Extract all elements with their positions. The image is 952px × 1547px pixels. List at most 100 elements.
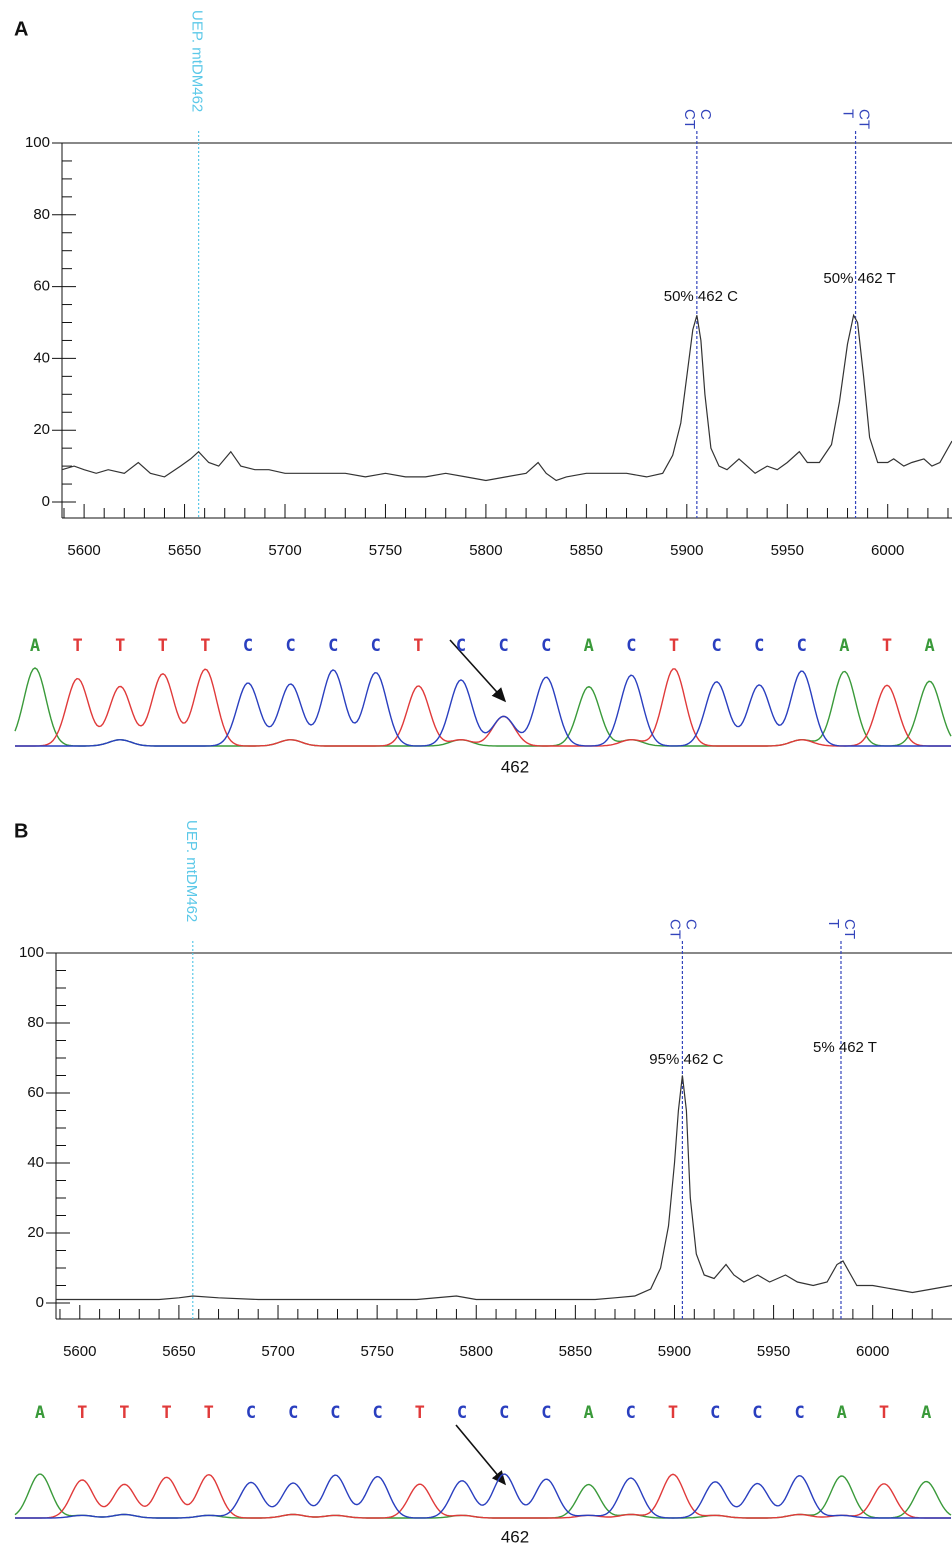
base-letter: A — [30, 636, 40, 656]
y-tick-label: 20 — [27, 1224, 44, 1241]
arrow — [455, 1424, 507, 1486]
base-letter: T — [413, 636, 423, 656]
base-letter: T — [72, 636, 82, 656]
base-letter: C — [456, 636, 466, 656]
base-letter: T — [415, 1403, 425, 1423]
spectrum-line — [61, 313, 952, 482]
base-letter: A — [584, 636, 594, 656]
base-letter: C — [243, 636, 253, 656]
panel-label: B — [14, 820, 28, 842]
trace — [14, 667, 952, 747]
base-letter: C — [754, 636, 764, 656]
panel-label: A — [14, 18, 28, 40]
marker-label: CT — [856, 109, 873, 129]
base-letter: C — [626, 636, 636, 656]
base-letter: C — [457, 1403, 467, 1423]
base-letter: C — [541, 636, 551, 656]
base-letter: T — [882, 636, 892, 656]
base-letter: T — [879, 1403, 889, 1423]
x-tick-label: 5900 — [658, 1343, 691, 1360]
x-tick-label: 5800 — [460, 1343, 493, 1360]
base-letter: T — [204, 1403, 214, 1423]
x-tick-label: 5600 — [67, 542, 100, 559]
x-tick-label: 5600 — [63, 1343, 96, 1360]
base-letter: T — [77, 1403, 87, 1423]
base-letter: C — [794, 1403, 804, 1423]
x-tick-label: 5700 — [261, 1343, 294, 1360]
base-letter: A — [35, 1403, 45, 1423]
y-tick-label: 80 — [27, 1014, 44, 1031]
x-tick-label: 5900 — [670, 542, 703, 559]
base-letter: C — [752, 1403, 762, 1423]
trace — [14, 1473, 952, 1519]
x-tick-label: 5950 — [757, 1343, 790, 1360]
marker-label: UEP. mtDM462 — [183, 820, 200, 922]
y-tick-label: 80 — [33, 206, 50, 223]
x-tick-label: 6000 — [871, 542, 904, 559]
trace — [15, 1473, 951, 1519]
y-tick-label: 60 — [27, 1084, 44, 1101]
base-letter: C — [330, 1403, 340, 1423]
site-label: 462 — [501, 757, 529, 776]
x-tick-label: 5650 — [162, 1343, 195, 1360]
base-letter: C — [710, 1403, 720, 1423]
marker-label: T — [825, 919, 842, 928]
base-letter: T — [115, 636, 125, 656]
base-letter: A — [921, 1403, 931, 1423]
base-letter: T — [668, 1403, 678, 1423]
trace — [15, 669, 951, 747]
site-label: 462 — [501, 1527, 529, 1546]
marker-label: C — [697, 109, 714, 120]
base-letter: T — [158, 636, 168, 656]
annotation: 50% 462 C — [664, 288, 738, 305]
x-tick-label: 5850 — [570, 542, 603, 559]
y-tick-label: 0 — [42, 493, 50, 510]
annotation: 5% 462 T — [813, 1039, 877, 1056]
base-letter: T — [119, 1403, 129, 1423]
x-tick-label: 5700 — [268, 542, 301, 559]
base-letter: T — [161, 1403, 171, 1423]
spectrum-line — [56, 1075, 952, 1301]
y-tick-label: 0 — [36, 1294, 44, 1311]
y-tick-label: 20 — [33, 421, 50, 438]
base-letter: C — [541, 1403, 551, 1423]
y-tick-label: 60 — [33, 278, 50, 295]
annotation: 50% 462 T — [823, 270, 895, 287]
base-letter: A — [583, 1403, 593, 1423]
y-tick-label: 100 — [25, 134, 50, 151]
marker-label: T — [840, 109, 857, 118]
base-letter: C — [626, 1403, 636, 1423]
trace — [15, 1473, 951, 1519]
marker-label: CT — [841, 919, 858, 939]
x-tick-label: 5800 — [469, 542, 502, 559]
base-letter: A — [924, 636, 934, 656]
marker-label: UEP. mtDM462 — [189, 10, 206, 112]
base-letter: T — [200, 636, 210, 656]
x-tick-label: 5650 — [168, 542, 201, 559]
base-letter: C — [285, 636, 295, 656]
marker-label: C — [682, 919, 699, 930]
base-letter: C — [498, 636, 508, 656]
base-letter: C — [797, 636, 807, 656]
x-tick-label: 5750 — [360, 1343, 393, 1360]
base-letter: C — [371, 636, 381, 656]
base-letter: A — [839, 636, 849, 656]
marker-label: CT — [666, 919, 683, 939]
x-tick-label: 6000 — [856, 1343, 889, 1360]
base-letter: C — [328, 636, 338, 656]
x-tick-label: 5950 — [771, 542, 804, 559]
marker-label: CT — [681, 109, 698, 129]
annotation: 95% 462 C — [649, 1051, 723, 1068]
base-letter: C — [288, 1403, 298, 1423]
base-letter: C — [711, 636, 721, 656]
x-tick-label: 5850 — [559, 1343, 592, 1360]
base-letter: C — [246, 1403, 256, 1423]
y-tick-label: 40 — [27, 1154, 44, 1171]
base-letter: C — [372, 1403, 382, 1423]
trace — [15, 668, 951, 747]
base-letter: A — [837, 1403, 847, 1423]
x-tick-label: 5750 — [369, 542, 402, 559]
y-tick-label: 40 — [33, 349, 50, 366]
